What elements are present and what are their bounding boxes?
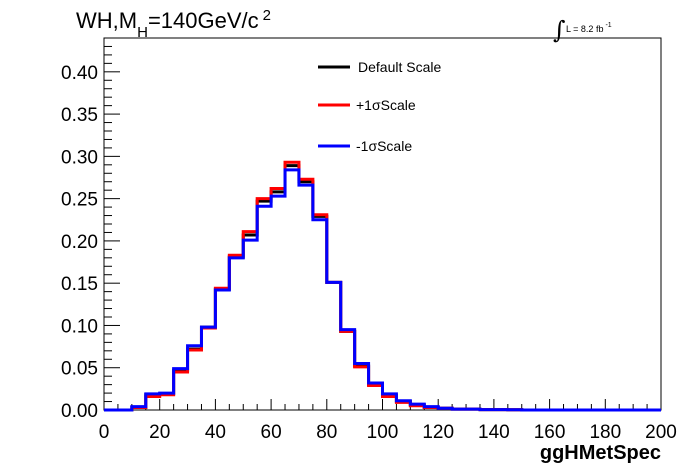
legend-label-plus: +1σScale <box>356 97 416 113</box>
y-tick-label: 0.25 <box>61 190 98 211</box>
legend-label-default: Default Scale <box>358 59 441 75</box>
x-tick-label: 40 <box>205 422 226 443</box>
lumi-label: L = 8.2 fb -1 <box>566 22 612 34</box>
series-layer <box>104 160 661 412</box>
legend-label-minus: -1σScale <box>356 138 412 154</box>
x-tick-label: 180 <box>589 422 621 443</box>
y-tick-label: 0.00 <box>61 401 98 422</box>
lumi-integral: ∫ <box>553 16 566 44</box>
y-tick-label: 0.15 <box>61 274 98 295</box>
x-tick-label: 160 <box>534 422 566 443</box>
y-tick-label: 0.30 <box>61 147 98 168</box>
y-tick-label: 0.10 <box>61 316 98 337</box>
chart-title: WH,MH=140GeV/c 2 <box>76 7 271 41</box>
series-line-plus-1sigma-scale <box>104 160 661 412</box>
x-tick-label: 0 <box>99 422 110 443</box>
title-subscript: H <box>137 24 148 41</box>
y-tick-label: 0.35 <box>61 105 98 126</box>
lumi-superscript: -1 <box>605 22 611 29</box>
title-tail: =140GeV/c <box>148 8 259 33</box>
legend: Default Scale +1σScale -1σScale <box>318 59 441 154</box>
x-tick-label: 200 <box>645 422 677 443</box>
x-tick-label: 120 <box>422 422 454 443</box>
y-tick-label: 0.20 <box>61 232 98 253</box>
x-axis-ticks: 0 20 40 60 80 100 120 140 160 180 200 <box>99 399 677 443</box>
x-tick-label: 140 <box>478 422 510 443</box>
x-tick-label: 100 <box>367 422 399 443</box>
x-tick-label: 80 <box>316 422 337 443</box>
x-tick-label: 20 <box>149 422 170 443</box>
series-line-minus-1sigma-scale <box>104 168 661 412</box>
y-tick-label: 0.05 <box>61 359 98 380</box>
y-tick-label: 0.40 <box>61 63 98 84</box>
x-tick-label: 60 <box>261 422 282 443</box>
x-axis-label: ggHMetSpec <box>540 442 661 464</box>
title-superscript: 2 <box>263 7 271 24</box>
y-axis-ticks: 0.00 0.05 0.10 0.15 0.20 0.25 0.30 0.35 0.40 <box>61 37 120 422</box>
